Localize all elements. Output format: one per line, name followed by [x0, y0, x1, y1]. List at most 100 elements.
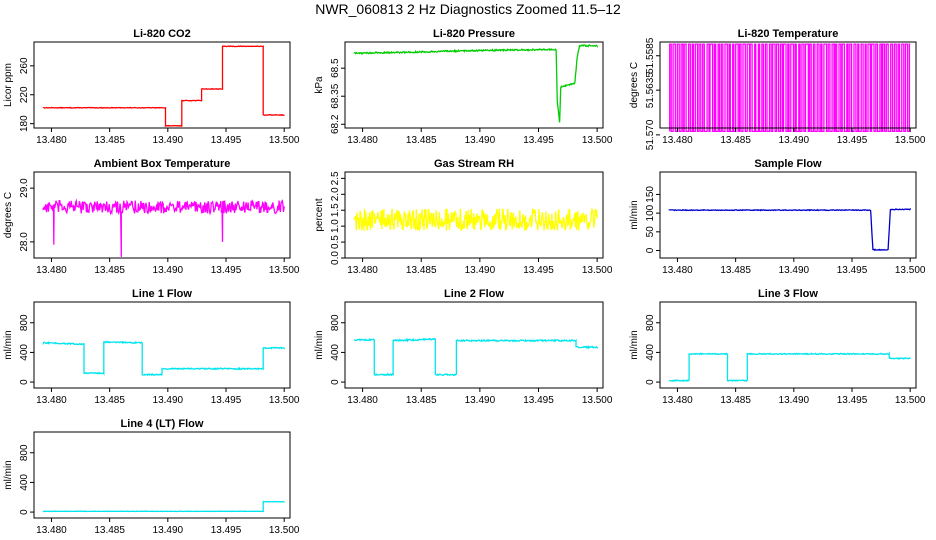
panel-title: Ambient Box Temperature: [94, 158, 231, 170]
panel-line-4-lt-flow: Line 4 (LT) Flow ml/min 13.480 13.485 13.490…: [3, 418, 300, 536]
x-tick-label: 13.480: [347, 265, 378, 276]
y-axis-label: ml/min: [629, 200, 640, 229]
y-tick-label: 2.5: [330, 171, 341, 185]
y-tick-label: 51.5635: [645, 72, 656, 109]
x-tick-label: 13.495: [523, 395, 554, 406]
y-tick-label: 180: [19, 115, 30, 132]
y-tick-label: 51.570: [645, 119, 656, 150]
y-tick-label: 0: [645, 379, 656, 385]
x-tick-label: 13.495: [837, 265, 868, 276]
y-axis-label: ml/min: [3, 330, 14, 359]
x-tick-label: 13.480: [36, 135, 67, 146]
y-tick-label: 400: [645, 344, 656, 361]
y-tick-label: 150: [645, 186, 656, 203]
y-tick-label: 51.5585: [645, 37, 656, 74]
panel-title: Line 4 (LT) Flow: [121, 418, 204, 430]
x-tick-label: 13.495: [211, 265, 242, 276]
y-tick-label: 68.2: [330, 114, 341, 134]
x-tick-label: 13.490: [153, 395, 184, 406]
x-tick-label: 13.500: [582, 265, 613, 276]
x-tick-label: 13.490: [465, 135, 496, 146]
y-tick-label: 800: [19, 444, 30, 461]
y-tick-label: 100: [645, 204, 656, 221]
panel-title: Line 2 Flow: [444, 288, 504, 300]
y-tick-label: 2.0: [330, 187, 341, 201]
panel-title: Li-820 Pressure: [433, 28, 515, 40]
plot-frame: [344, 41, 604, 129]
x-tick-label: 13.490: [779, 135, 810, 146]
y-tick-label: 0.5: [330, 235, 341, 249]
x-tick-label: 13.485: [94, 395, 125, 406]
x-tick-label: 13.490: [153, 265, 184, 276]
plot-frame: [344, 301, 604, 389]
panel-title: Gas Stream RH: [434, 158, 514, 170]
panel-sample-flow: Sample Flow ml/min 13.480 13.485 13.490 13.49…: [629, 158, 926, 276]
series-line-sample-flow: [668, 207, 911, 252]
x-tick-label: 13.480: [662, 395, 693, 406]
x-tick-label: 13.495: [523, 265, 554, 276]
panel-ambient-box-temperature: Ambient Box Temperature degrees C 13.480 13…: [3, 158, 300, 276]
x-tick-label: 13.480: [36, 265, 67, 276]
plot-frame: [33, 41, 291, 129]
x-tick-label: 13.485: [94, 525, 125, 536]
y-axis-label: percent: [314, 198, 325, 232]
x-tick-label: 13.495: [837, 135, 868, 146]
series-line-pressure: [353, 44, 598, 123]
panel-li-820-pressure: Li-820 Pressure kPa 13.480 13.485 13.490 13.4…: [314, 28, 613, 146]
y-tick-label: 400: [19, 344, 30, 361]
panel-gas-stream-rh: Gas Stream RH percent 13.480 13.485 13.490 13…: [314, 158, 613, 276]
y-tick-label: 1.0: [330, 219, 341, 233]
x-tick-label: 13.485: [406, 135, 437, 146]
y-axis-label: ml/min: [314, 330, 325, 359]
x-tick-label: 13.500: [269, 395, 300, 406]
x-tick-label: 13.500: [269, 265, 300, 276]
x-tick-label: 13.485: [406, 265, 437, 276]
x-tick-label: 13.500: [895, 395, 926, 406]
x-tick-label: 13.490: [465, 265, 496, 276]
y-axis-label: degrees C: [629, 62, 640, 108]
y-tick-label: 0.0: [330, 251, 341, 265]
panel-title: Line 1 Flow: [132, 288, 192, 300]
series-line-co2: [42, 45, 285, 128]
y-tick-label: 0: [19, 509, 30, 515]
y-tick-label: 68.5: [330, 58, 341, 78]
y-tick-label: 50: [645, 226, 656, 238]
x-tick-label: 13.500: [895, 265, 926, 276]
x-tick-label: 13.495: [211, 135, 242, 146]
x-tick-label: 13.485: [94, 135, 125, 146]
y-tick-label: 400: [330, 344, 341, 361]
series-line-line-1: [42, 340, 285, 377]
x-tick-label: 13.495: [211, 395, 242, 406]
plot-frame: [33, 301, 291, 389]
plot-frame: [659, 41, 917, 129]
panel-title: Line 3 Flow: [758, 288, 818, 300]
panel-li-820-temperature: Li-820 Temperature degrees C 13.480 13.485 1…: [629, 28, 926, 150]
x-tick-label: 13.500: [895, 135, 926, 146]
x-tick-label: 13.500: [582, 395, 613, 406]
panel-li-820-co2: Li-820 CO2 Licor ppm 13.480 13.485 13.490 13.…: [3, 28, 300, 146]
x-tick-label: 13.480: [662, 265, 693, 276]
panel-title: Li-820 CO2: [133, 28, 190, 40]
x-tick-label: 13.480: [36, 525, 67, 536]
y-axis-label: degrees C: [3, 192, 14, 238]
x-tick-label: 13.485: [406, 395, 437, 406]
y-tick-label: 800: [330, 314, 341, 331]
x-tick-label: 13.485: [720, 135, 751, 146]
x-tick-label: 13.495: [837, 395, 868, 406]
y-tick-label: 29.0: [19, 178, 30, 198]
y-tick-label: 800: [19, 314, 30, 331]
plot-frame: [659, 301, 917, 389]
x-tick-label: 13.490: [465, 395, 496, 406]
y-tick-label: 0: [19, 379, 30, 385]
y-tick-label: 1.5: [330, 203, 341, 217]
series-line-rh: [353, 206, 598, 232]
series-line-line-4-lt: [42, 500, 285, 513]
y-tick-label: 260: [19, 57, 30, 74]
x-tick-label: 13.490: [153, 135, 184, 146]
series-line-line-3: [668, 351, 911, 383]
x-tick-label: 13.480: [347, 135, 378, 146]
plot-frame: [659, 171, 917, 259]
y-axis-label: kPa: [314, 76, 325, 94]
x-tick-label: 13.485: [720, 395, 751, 406]
